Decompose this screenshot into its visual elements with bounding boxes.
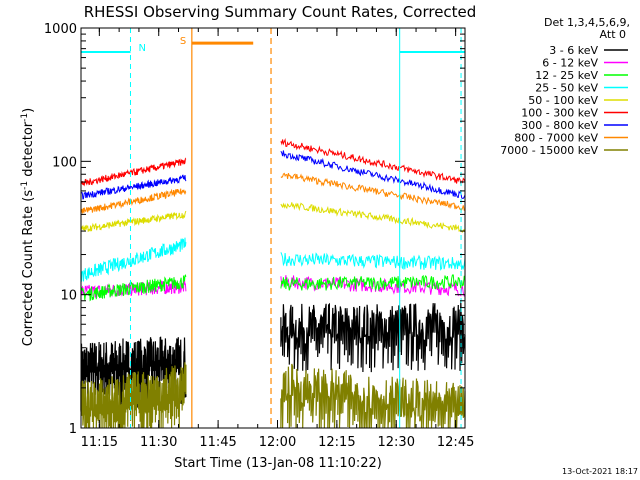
y-ticks: 1 10 100 1000	[44, 22, 465, 437]
y-tick-label-2: 10	[60, 289, 77, 304]
y-tick-label-1: 1	[69, 422, 77, 437]
series-line-5-seg-2	[280, 202, 466, 233]
series-line-6-seg-1	[80, 157, 187, 187]
series-line-8-seg-1	[80, 188, 187, 215]
series-8	[80, 172, 466, 215]
x-tick-label-2: 11:30	[140, 435, 177, 450]
x-tick-label-6: 12:30	[378, 435, 415, 450]
series-line-6-seg-2	[280, 137, 466, 186]
series-line-1-seg-1	[80, 336, 187, 411]
series-3	[80, 274, 466, 302]
x-tick-label-4: 12:00	[259, 435, 296, 450]
legend-label-6: 100 - 300 keV	[521, 107, 598, 120]
legend-label-9: 7000 - 15000 keV	[500, 144, 598, 157]
series-7	[80, 150, 466, 200]
series-line-3-seg-2	[280, 274, 466, 292]
series-9	[80, 362, 466, 429]
x-tick-label-1: 11:15	[81, 435, 118, 450]
y-axis-label: Corrected Count Rate (s-1 detector-1)	[20, 108, 36, 346]
marker-n-label: N	[138, 43, 145, 54]
marker-s-label: S	[180, 36, 186, 47]
series-line-3-seg-1	[80, 274, 187, 302]
series-6	[80, 137, 466, 187]
x-axis-label: Start Time (13-Jan-08 11:10:22)	[174, 456, 382, 471]
series-line-7-seg-1	[80, 174, 187, 200]
legend-header-1: Det 1,3,4,5,6,9,	[544, 16, 630, 29]
series-line-4-seg-2	[280, 252, 466, 271]
series-1	[80, 301, 466, 411]
series-line-4-seg-1	[80, 237, 187, 282]
series-line-8-seg-2	[280, 172, 466, 211]
x-tick-label-3: 11:45	[199, 435, 236, 450]
y-tick-label-3: 100	[52, 155, 77, 170]
x-tick-label-5: 12:15	[318, 435, 355, 450]
series-4	[80, 237, 466, 282]
series-5	[80, 202, 466, 233]
series-line-1-seg-2	[280, 301, 466, 374]
series-line-5-seg-1	[80, 210, 187, 233]
legend-label-1: 3 - 6 keV	[549, 44, 598, 57]
plot-area	[80, 137, 466, 429]
x-ticks: 11:15 11:30 11:45 12:00 12:15 12:30 12:45	[81, 28, 474, 450]
legend-label-8: 800 - 7000 keV	[514, 132, 598, 145]
plot-overlay: NS	[81, 28, 465, 428]
x-tick-label-7: 12:45	[437, 435, 474, 450]
legend-label-3: 12 - 25 keV	[535, 69, 598, 82]
y-tick-label-4: 1000	[44, 22, 77, 37]
footer-date: 13-Oct-2021 18:17	[562, 467, 638, 476]
chart-title: RHESSI Observing Summary Count Rates, Co…	[84, 3, 477, 21]
legend-label-5: 50 - 100 keV	[528, 94, 598, 107]
plot-frame	[80, 27, 466, 429]
legend-label-4: 25 - 50 keV	[535, 82, 598, 95]
series-line-9-seg-2	[280, 363, 466, 429]
series-line-9-seg-1	[80, 362, 187, 429]
legend-label-2: 6 - 12 keV	[542, 57, 598, 70]
legend-header-2: Att 0	[600, 28, 626, 41]
legend-label-7: 300 - 800 keV	[521, 119, 598, 132]
series-line-7-seg-2	[280, 150, 466, 199]
